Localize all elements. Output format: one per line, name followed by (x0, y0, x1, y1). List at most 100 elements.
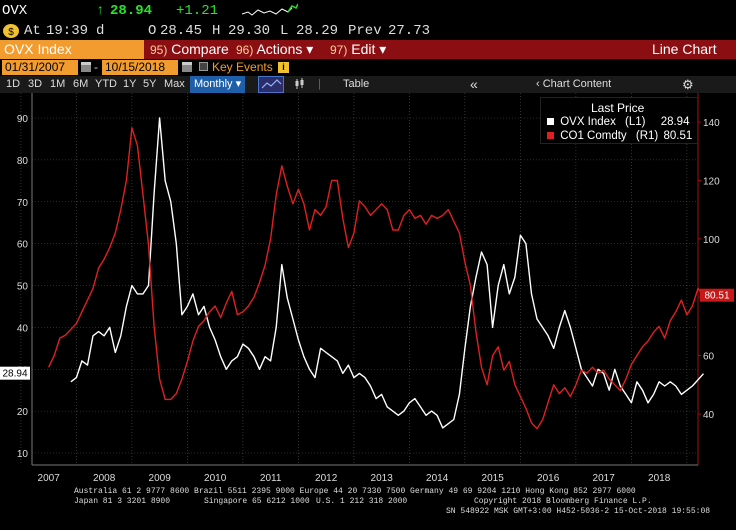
key-events-label: Key Events (212, 60, 273, 74)
left-tick-label: 10 (17, 449, 29, 460)
legend-item-co1[interactable]: CO1 Comdty (R1) 80.51 (547, 130, 692, 142)
ovx-series (70, 117, 705, 429)
chevron-down-icon: ▾ (235, 78, 242, 90)
candlestick-icon[interactable] (294, 76, 306, 93)
chart-grid (20, 93, 699, 466)
actions-button[interactable]: 96) Actions ▾ (236, 41, 314, 57)
period-5y[interactable]: 5Y (143, 78, 157, 90)
dollar-icon[interactable]: $ (2, 23, 20, 44)
date-range-row: 01/31/2007 - 10/15/2018 Key Events i (0, 59, 736, 76)
left-axis: 102030405060708090 (17, 114, 29, 460)
prev-value: 27.73 (388, 23, 431, 39)
period-1d[interactable]: 1D (6, 78, 21, 90)
quote-time: 19:39 (46, 23, 89, 39)
left-tick-label: 50 (17, 282, 29, 293)
end-date-field[interactable]: 10/15/2018 (102, 60, 178, 75)
period-1y[interactable]: 1Y (123, 78, 137, 90)
date-separator: - (94, 60, 98, 74)
x-tick-label: 2016 (537, 473, 560, 484)
calendar-icon[interactable] (182, 62, 192, 72)
x-tick-label: 2009 (149, 473, 172, 484)
left-tick-label: 40 (17, 323, 29, 334)
last-value-label-right: 80.51 (704, 291, 729, 302)
x-tick-label: 2010 (204, 473, 227, 484)
footer: Australia 61 2 9777 8600 Brazil 5511 239… (0, 486, 736, 530)
info-icon[interactable]: i (278, 62, 289, 73)
last-value-label-left: 28.94 (2, 369, 27, 380)
edit-button[interactable]: 97) Edit ▾ (330, 41, 387, 57)
x-tick-label: 2015 (482, 473, 505, 484)
right-tick-label: 120 (703, 176, 720, 187)
ticker-symbol: OVX (2, 3, 28, 19)
co1-comdty-line (47, 127, 705, 430)
gear-icon[interactable]: ⚙ (682, 77, 694, 92)
x-tick-label: 2008 (93, 473, 116, 484)
footer-contacts-us: U.S. 1 212 318 2000 (316, 497, 408, 506)
footer-session: SN 548922 MSK GMT+3:00 H452-5036-2 15-Oc… (446, 507, 711, 516)
menu-bar: 95) Compare 96) Actions ▾ 97) Edit ▾ Lin… (0, 40, 736, 59)
footer-contacts: Australia 61 2 9777 8600 Brazil 5511 239… (74, 487, 636, 496)
svg-text:$: $ (8, 27, 14, 38)
chart-type-label: Line Chart (652, 41, 717, 57)
last-price: 28.94 (110, 3, 153, 19)
security-title[interactable]: OVX Index (0, 40, 144, 59)
x-tick-label: 2007 (38, 473, 61, 484)
left-tick-label: 90 (17, 114, 29, 125)
collapse-icon[interactable]: « (470, 76, 478, 92)
frequency-select[interactable]: Monthly ▾ (190, 76, 246, 93)
prev-label: Prev (348, 23, 382, 39)
brent-series (47, 127, 705, 430)
ovx-index-line (70, 117, 705, 429)
open-value: 28.45 (160, 23, 203, 39)
period-3d[interactable]: 3D (28, 78, 43, 90)
low-value: 28.29 (296, 23, 339, 39)
left-tick-label: 20 (17, 407, 29, 418)
calendar-icon[interactable] (81, 62, 91, 72)
price-change: +1.21 (176, 3, 219, 19)
chart-legend: Last Price OVX Index (L1) 28.94 CO1 Comd… (540, 97, 698, 144)
period-max[interactable]: Max (164, 78, 185, 90)
period-ytd[interactable]: YTD (95, 78, 117, 90)
high-label: H (212, 23, 221, 39)
start-date-field[interactable]: 01/31/2007 (2, 60, 78, 75)
table-button[interactable]: Table (343, 78, 370, 90)
high-value: 29.30 (228, 23, 271, 39)
chevron-down-icon: ▾ (306, 41, 314, 57)
last-value-box-right (700, 288, 734, 302)
up-arrow-icon: ↑ (96, 3, 105, 19)
quote-time-flag: d (96, 23, 105, 39)
left-tick-label: 60 (17, 240, 29, 251)
chevron-left-icon: ‹ (536, 78, 540, 90)
line-chart-icon[interactable] (258, 76, 284, 93)
x-tick-label: 2011 (260, 473, 282, 484)
quote-row: $ At 19:39 d O 28.45 H 29.30 L 28.29 Pre… (0, 22, 736, 40)
right-tick-label: 140 (703, 118, 720, 129)
x-tick-label: 2018 (648, 473, 671, 484)
compare-button[interactable]: 95) Compare (150, 41, 229, 57)
period-1m[interactable]: 1M (50, 78, 66, 90)
chart-content-button[interactable]: ‹ Chart Content (536, 78, 612, 90)
at-label: At (24, 23, 41, 39)
footer-contacts-singapore: Singapore 65 6212 1000 (204, 497, 310, 506)
right-tick-label: 60 (703, 352, 715, 363)
legend-item-ovx[interactable]: OVX Index (L1) 28.94 (547, 116, 689, 128)
chevron-down-icon: ▾ (379, 41, 387, 57)
right-tick-label: 100 (703, 235, 720, 246)
last-value-box-left (0, 366, 30, 380)
legend-swatch (547, 118, 554, 125)
right-tick-label: 40 (703, 410, 715, 421)
price-chart[interactable]: 102030405060708090 406080100120140 20072… (0, 93, 736, 486)
open-label: O (148, 23, 157, 39)
x-tick-label: 2013 (371, 473, 394, 484)
x-tick-label: 2012 (315, 473, 338, 484)
x-tick-label: 2014 (426, 473, 449, 484)
legend-title: Last Price (591, 101, 645, 115)
toolbar: 1D 3D 1M 6M YTD 1Y 5Y Max Monthly ▾ | Ta… (0, 76, 736, 93)
period-6m[interactable]: 6M (73, 78, 89, 90)
x-axis: 2007 2008 2009 2010 2011 2012 2013 2014 2015 2016… (38, 473, 671, 484)
footer-copyright: Copyright 2018 Bloomberg Finance L.P. (474, 497, 652, 506)
left-tick-label: 80 (17, 156, 29, 167)
key-events-checkbox[interactable] (199, 62, 208, 71)
left-tick-label: 70 (17, 198, 29, 209)
x-tick-label: 2017 (593, 473, 616, 484)
